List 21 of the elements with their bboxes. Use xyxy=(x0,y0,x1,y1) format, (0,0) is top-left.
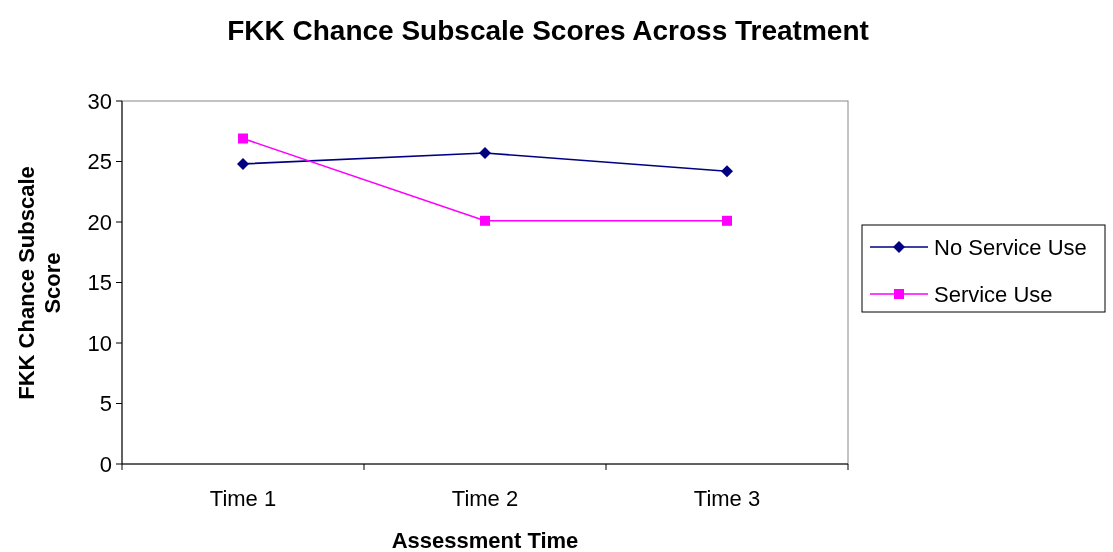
legend-label: Service Use xyxy=(934,281,1053,307)
point xyxy=(238,133,248,144)
chart-title: FKK Chance Subscale Scores Across Treatment xyxy=(227,15,869,46)
y-tick-label: 25 xyxy=(87,149,112,175)
y-tick-label: 5 xyxy=(99,391,112,417)
point xyxy=(721,165,733,178)
y-tick-label: 15 xyxy=(87,270,112,296)
y-tick-label: 30 xyxy=(87,88,112,114)
x-tick-label: Time 3 xyxy=(693,486,761,511)
y-tick-label: 10 xyxy=(87,330,112,356)
y-tick-label: 20 xyxy=(87,209,112,235)
point xyxy=(722,215,732,226)
point xyxy=(479,147,491,160)
point xyxy=(480,215,490,226)
point xyxy=(237,157,249,170)
x-tick-label: Time 2 xyxy=(451,486,519,511)
legend-label: No Service Use xyxy=(934,234,1087,260)
x-tick-label: Time 1 xyxy=(209,486,277,511)
y-axis-title: FKK Chance Subscale Score xyxy=(14,166,65,400)
y-tick-label: 0 xyxy=(99,451,112,477)
x-axis-title: Assessment Time xyxy=(391,528,579,552)
